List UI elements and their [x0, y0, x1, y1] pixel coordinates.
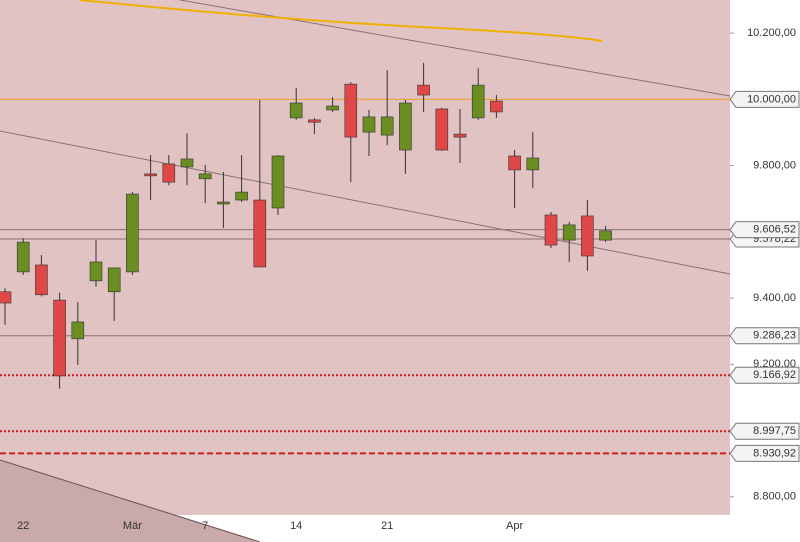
- x-tick-label: Mär: [123, 520, 142, 532]
- candle-body: [0, 291, 12, 304]
- x-tick-label: 22: [17, 520, 29, 532]
- level-label-box: [729, 366, 800, 384]
- candle-body: [581, 215, 594, 257]
- candle-body: [308, 119, 321, 123]
- trend-line: [179, 0, 731, 97]
- candle-body: [253, 199, 267, 268]
- level-label-box: [729, 221, 800, 239]
- level-label: 9.166,92: [753, 369, 796, 381]
- candle-body: [180, 158, 194, 168]
- candle-body: [399, 102, 412, 151]
- candle-body: [490, 100, 503, 113]
- candle-body: [453, 133, 467, 138]
- level-label-box: [729, 444, 800, 462]
- candle-body: [380, 116, 394, 136]
- candle-body: [16, 241, 30, 273]
- level-label: 8.997,75: [753, 425, 796, 437]
- y-tick-label: 9.400,00: [753, 292, 796, 304]
- candle-body: [144, 173, 157, 177]
- level-label: 9.286,23: [753, 330, 796, 342]
- candle-body: [198, 173, 212, 180]
- moving-average: [79, 0, 603, 42]
- x-tick-label: Apr: [506, 520, 523, 532]
- trend-line: [0, 130, 731, 275]
- level-label: 8.930,92: [753, 447, 796, 459]
- candle-body: [53, 299, 66, 377]
- level-label-box: [729, 422, 800, 440]
- candle-body: [126, 193, 139, 273]
- candle-body: [217, 201, 230, 205]
- x-tick-label: 7: [202, 520, 208, 532]
- candle-body: [326, 105, 339, 111]
- candle-body: [599, 230, 612, 241]
- level-label: 10.000,00: [747, 93, 796, 105]
- candle-body: [562, 224, 576, 241]
- y-tick-label: 10.200,00: [747, 27, 796, 39]
- y-tick-label: 8.800,00: [753, 491, 796, 503]
- level-label-box: [729, 90, 800, 108]
- candle-body: [344, 83, 358, 138]
- x-tick-label: 14: [290, 520, 302, 532]
- x-tick-label: 21: [381, 520, 393, 532]
- candle-body: [544, 214, 558, 246]
- trend-line: [0, 459, 261, 542]
- candle-body: [107, 267, 121, 293]
- candle-body: [162, 163, 176, 183]
- candle-body: [235, 191, 248, 201]
- y-tick-label: 9.800,00: [753, 160, 796, 172]
- candle-body: [289, 102, 303, 119]
- candle-body: [89, 261, 103, 282]
- candle-body: [271, 155, 285, 209]
- candle-body: [435, 108, 449, 151]
- candle-body: [417, 84, 430, 96]
- plot-area: [0, 0, 730, 515]
- candle-body: [471, 84, 485, 119]
- level-label: 9.606,52: [753, 224, 796, 236]
- candle-body: [508, 155, 521, 171]
- candle-body: [71, 321, 85, 340]
- chart-layer: 8.800,009.000,009.200,009.400,009.600,00…: [0, 27, 800, 532]
- candle-body: [526, 157, 540, 171]
- level-label-box: [729, 327, 800, 345]
- candle-body: [362, 116, 376, 133]
- candle-body: [35, 264, 48, 296]
